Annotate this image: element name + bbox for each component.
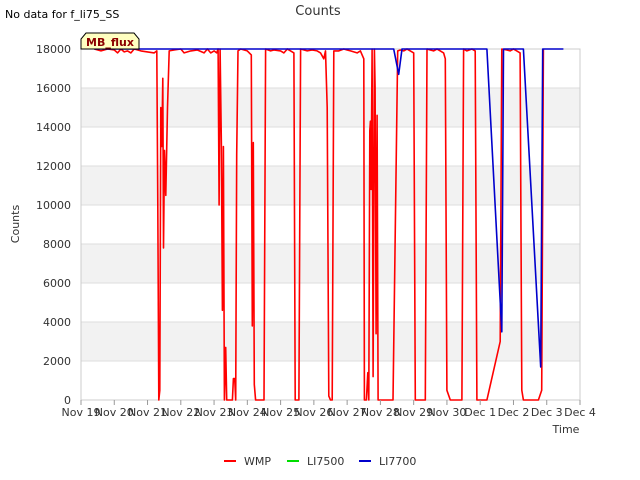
- series-layer: [94, 48, 564, 401]
- band: [81, 166, 580, 205]
- x-tick-label: Nov 28: [361, 406, 400, 419]
- x-tick-label: Nov 22: [161, 406, 200, 419]
- series-line-li7700: [94, 48, 564, 368]
- mb-flux-badge: MB_flux: [80, 32, 140, 50]
- background-bands: [81, 88, 580, 361]
- axis-ticks: 0 2000 4000 6000 8000 10000 12000 14000 16000 180…: [36, 43, 596, 419]
- badge-label: MB_flux: [86, 36, 134, 49]
- no-data-message: No data for f_li75_SS: [5, 8, 120, 21]
- badge-box: [80, 32, 140, 50]
- y-tick-label: 2000: [43, 355, 71, 368]
- x-tick-label: Dec 4: [564, 406, 596, 419]
- x-tick-label: Nov 20: [95, 406, 134, 419]
- x-tick-label: Nov 24: [228, 406, 267, 419]
- x-tick-label: Nov 19: [62, 406, 101, 419]
- x-tick-label: Nov 30: [427, 406, 466, 419]
- x-tick-label: Nov 29: [394, 406, 433, 419]
- x-tick-label: Nov 23: [195, 406, 234, 419]
- x-tick-label: Dec 2: [498, 406, 530, 419]
- x-tick-label: Dec 1: [464, 406, 496, 419]
- x-tick-label: Nov 21: [128, 406, 167, 419]
- x-tick-label: Nov 25: [261, 406, 300, 419]
- y-tick-label: 18000: [36, 43, 71, 56]
- series-line-wmp: [94, 48, 545, 401]
- x-axis-label: Time: [552, 423, 580, 436]
- chart-title: Counts: [295, 4, 341, 19]
- legend: WMP LI7500 LI7700: [224, 455, 416, 468]
- x-tick-label: Nov 26: [294, 406, 333, 419]
- x-tick-label: Dec 3: [531, 406, 563, 419]
- y-tick-label: 14000: [36, 121, 71, 134]
- y-tick-label: 12000: [36, 160, 71, 173]
- band: [81, 88, 580, 127]
- x-tick-label: Nov 27: [328, 406, 367, 419]
- legend-label-li7500: LI7500: [307, 455, 344, 468]
- y-tick-label: 4000: [43, 316, 71, 329]
- legend-label-li7700: LI7700: [379, 455, 416, 468]
- band: [81, 244, 580, 283]
- y-axis-label: Counts: [9, 205, 22, 244]
- y-tick-label: 0: [64, 394, 71, 407]
- legend-label-wmp: WMP: [244, 455, 271, 468]
- y-tick-label: 16000: [36, 82, 71, 95]
- band: [81, 322, 580, 361]
- y-tick-label: 10000: [36, 199, 71, 212]
- y-tick-label: 8000: [43, 238, 71, 251]
- y-tick-label: 6000: [43, 277, 71, 290]
